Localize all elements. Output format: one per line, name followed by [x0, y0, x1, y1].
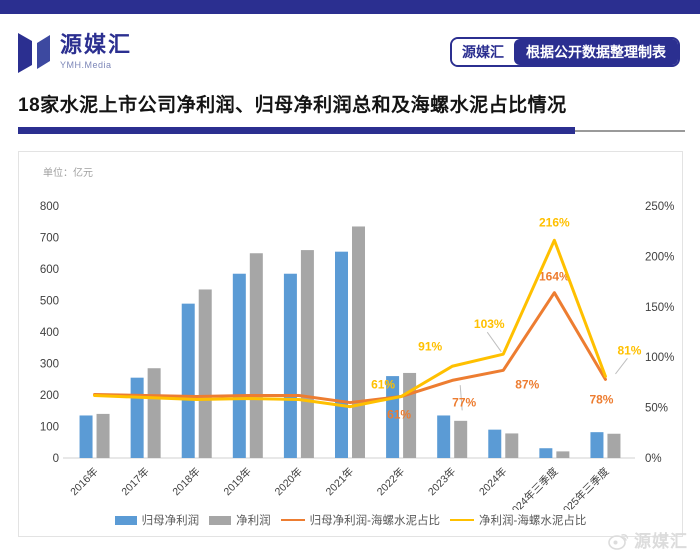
watermark: 源媒汇 [608, 527, 688, 552]
legend-item-归母净利润: 归母净利润 [114, 512, 200, 528]
watermark-text: 源媒汇 [634, 532, 688, 551]
source-badge: 源媒汇 根据公开数据整理制表 [450, 37, 680, 67]
bar-净利润 [454, 420, 468, 458]
logo-subtext: YMH.Media [60, 60, 112, 70]
logo-text: 源媒汇 [60, 32, 133, 57]
label-leader-line [459, 385, 463, 411]
header: 源媒汇 YMH.Media 源媒汇 根据公开数据整理制表 [0, 14, 700, 80]
left-axis-tick: 600 [40, 264, 59, 276]
data-label-归母净利润-海螺水泥占比: 78% [589, 392, 613, 406]
left-axis-tick: 800 [40, 201, 59, 213]
source-badge-note: 根据公开数据整理制表 [514, 39, 678, 65]
legend-swatch [450, 518, 474, 522]
bar-净利润 [198, 289, 212, 458]
legend-swatch [280, 518, 305, 522]
title-divider-line [575, 130, 685, 132]
x-axis-label: 2020年 [272, 465, 305, 498]
left-axis-tick: 400 [40, 327, 59, 339]
bar-净利润 [607, 433, 621, 458]
legend-swatch [209, 515, 232, 525]
right-axis-tick: 0% [645, 453, 662, 465]
bar-净利润 [352, 226, 365, 458]
chart-legend: 归母净利润 净利润 归母净利润-海螺水泥占比 净利润-海螺水泥占比 [19, 512, 682, 528]
x-axis-label: 2018年 [170, 465, 203, 498]
title-divider-accent [18, 127, 575, 134]
legend-item-净利润: 净利润 [209, 512, 271, 528]
data-label-归母净利润-海螺水泥占比: 61% [387, 408, 411, 422]
bar-归母净利润 [539, 448, 553, 458]
bar-净利润 [249, 253, 263, 458]
chart-card: 单位：亿元 0 100 200 300 400 500 600 700 800 0% 50% 100%… [18, 151, 683, 537]
data-label-净利润-海螺水泥占比: 81% [617, 343, 641, 357]
x-axis-label: 2023年 [425, 465, 458, 498]
right-axis-tick: 200% [645, 251, 674, 263]
left-axis-tick: 0 [53, 453, 59, 465]
bar-净利润 [96, 413, 110, 458]
left-axis-tick: 100 [40, 422, 59, 434]
x-axis-label: 2024年三季度 [505, 465, 561, 510]
x-axis-label: 2024年 [476, 465, 509, 498]
data-label-净利润-海螺水泥占比: 216% [539, 215, 570, 229]
line-归母净利润-海螺水泥占比 [93, 291, 607, 405]
x-axis-label: 2016年 [68, 465, 101, 498]
line-净利润-海螺水泥占比 [93, 238, 607, 409]
right-axis-tick: 100% [645, 352, 674, 364]
source-badge-brand: 源媒汇 [452, 39, 514, 65]
label-leader-line [615, 358, 628, 375]
legend-item-归母净利润-海螺水泥占比: 归母净利润-海螺水泥占比 [280, 512, 440, 528]
left-axis-tick: 700 [40, 233, 59, 245]
x-axis-label: 2017年 [119, 465, 152, 498]
right-axis-tick: 150% [645, 302, 674, 314]
bar-净利润 [556, 451, 570, 458]
weibo-icon [608, 533, 629, 550]
bar-归母净利润 [181, 303, 195, 458]
bar-净利润 [147, 368, 161, 458]
data-label-归母净利润-海螺水泥占比: 87% [515, 377, 539, 391]
left-axis-tick: 300 [40, 359, 59, 371]
x-axis-label: 2022年 [374, 465, 407, 498]
label-leader-line [486, 331, 502, 353]
right-axis-tick: 50% [645, 403, 668, 415]
page-title: 18家水泥上市公司净利润、归母净利润总和及海螺水泥占比情况 [18, 95, 567, 116]
legend-label: 归母净利润 [141, 515, 200, 527]
x-axis-label: 2025年三季度 [556, 465, 612, 510]
unit-label: 单位：亿元 [43, 168, 93, 179]
legend-label: 归母净利润-海螺水泥占比 [309, 515, 440, 527]
x-axis-label: 2021年 [323, 465, 356, 498]
bar-净利润 [300, 250, 314, 458]
bar-归母净利润 [130, 377, 144, 458]
data-label-归母净利润-海螺水泥占比: 164% [539, 270, 570, 284]
bar-归母净利润 [79, 415, 93, 458]
data-label-净利润-海螺水泥占比: 61% [371, 378, 395, 392]
bar-归母净利润 [488, 429, 502, 458]
bar-归母净利润 [590, 432, 604, 458]
bar-归母净利润 [335, 251, 348, 458]
right-axis-tick: 250% [645, 201, 674, 213]
bar-净利润 [505, 433, 519, 458]
bar-归母净利润 [283, 273, 297, 458]
legend-item-净利润-海螺水泥占比: 净利润-海螺水泥占比 [450, 512, 586, 528]
data-label-归母净利润-海螺水泥占比: 77% [452, 395, 476, 409]
legend-swatch [114, 515, 137, 525]
legend-label: 净利润 [236, 515, 271, 527]
data-label-净利润-海螺水泥占比: 103% [474, 317, 505, 331]
data-label-净利润-海螺水泥占比: 91% [418, 339, 442, 353]
top-accent-bar [0, 0, 700, 14]
brand-logo: 源媒汇 YMH.Media [18, 30, 132, 74]
bar-归母净利润 [232, 273, 246, 458]
combo-chart: 0 100 200 300 400 500 600 700 800 0% 50% 100% 150% 20… [23, 178, 679, 520]
logo-mark-icon [18, 33, 50, 73]
bar-归母净利润 [437, 415, 451, 458]
left-axis-tick: 200 [40, 390, 59, 402]
left-axis-tick: 500 [40, 296, 59, 308]
legend-label: 净利润-海螺水泥占比 [479, 515, 587, 527]
x-axis-label: 2019年 [221, 465, 254, 498]
